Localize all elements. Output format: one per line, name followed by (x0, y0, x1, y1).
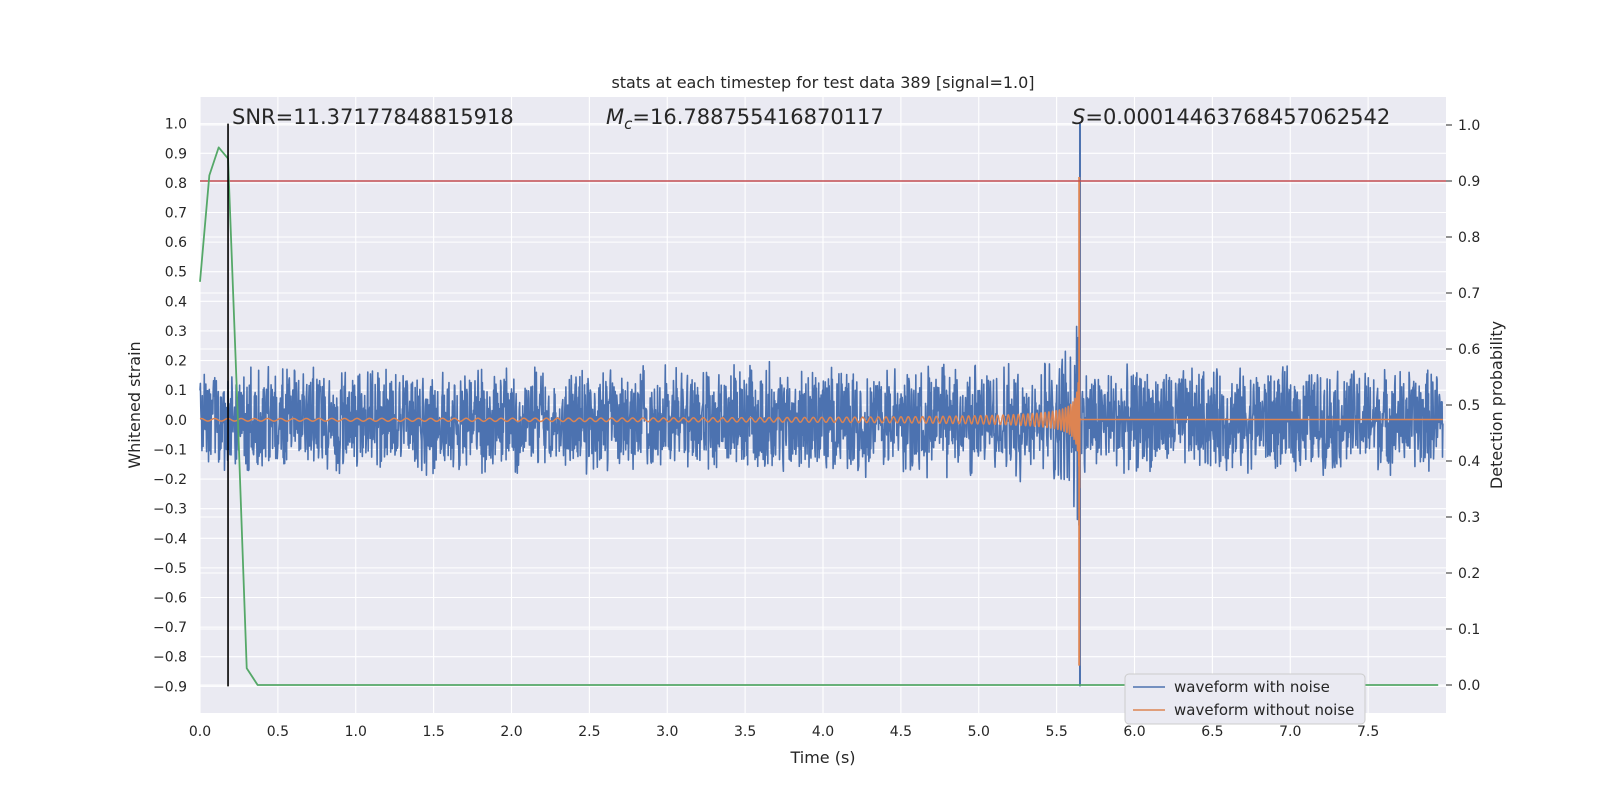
x-tick-label: 6.0 (1123, 724, 1145, 740)
axes-layer: 0.0 0.5 1.0 1.5 2.0 2.5 3.0 3.5 4.0 4.5 5.0 5.5 6.0 6… (153, 117, 1480, 740)
s-annotation: S=0.00014463768457062542 (1072, 105, 1390, 129)
x-tick-label: 5.0 (968, 724, 990, 740)
chirp-mass-value: =16.788755416870117 (632, 105, 883, 129)
x-tick-label: 7.5 (1357, 724, 1379, 740)
legend-box (1124, 673, 1366, 725)
y-tick-label-left: −0.4 (153, 531, 187, 547)
detection-probability-line (199, 146, 1439, 686)
x-tick-label: 4.0 (812, 724, 834, 740)
y-tick-label-left: −0.2 (153, 472, 187, 488)
legend-label-clean: waveform without noise (1174, 701, 1354, 719)
y-tick-label-right: 0.8 (1458, 230, 1480, 246)
chart-title: stats at each timestep for test data 389… (611, 73, 1034, 92)
x-axis-label: Time (s) (789, 748, 855, 767)
snr-annotation: SNR=11.37177848815918 (232, 105, 514, 129)
y-tick-label-left: 0.4 (165, 294, 187, 310)
y-tick-label-left: 0.3 (165, 324, 187, 340)
chirp-mass-annotation: Mc=16.788755416870117 (606, 105, 884, 133)
y-tick-label-left: 0.6 (165, 235, 187, 251)
y-tick-label-left: 0.9 (165, 146, 187, 162)
y-tick-label-left: 0.2 (165, 354, 187, 370)
y-tick-label-left: −0.6 (153, 591, 187, 607)
x-tick-label: 3.0 (656, 724, 678, 740)
y-tick-label-right: 0.1 (1458, 622, 1480, 638)
y-tick-label-left: 0.8 (165, 176, 187, 192)
x-tick-label: 5.5 (1045, 724, 1067, 740)
x-tick-label: 0.0 (189, 724, 211, 740)
y-tick-label-right: 0.4 (1458, 454, 1480, 470)
y-tick-label-left: 0.7 (165, 206, 187, 222)
x-tick-label: 1.5 (422, 724, 444, 740)
y-tick-label-right: 0.6 (1458, 342, 1480, 358)
y-tick-label-right: 1.0 (1458, 118, 1480, 134)
s-symbol: S (1072, 105, 1085, 129)
y-axis-label-right: Detection probability (1487, 321, 1506, 489)
y-tick-label-left: 0.5 (165, 265, 187, 281)
s-value: =0.00014463768457062542 (1085, 105, 1390, 129)
y-tick-label-left: −0.1 (153, 442, 187, 458)
y-tick-label-left: −0.5 (153, 561, 187, 577)
y-tick-label-right: 0.3 (1458, 510, 1480, 526)
y-tick-label-right: 0.7 (1458, 286, 1480, 302)
x-tick-label: 1.0 (345, 724, 367, 740)
overlay-layer (199, 123, 1446, 687)
y-tick-label-right: 0.0 (1458, 678, 1480, 694)
y-tick-label-right: 0.9 (1458, 174, 1480, 190)
y-tick-label-left: −0.9 (153, 679, 187, 695)
y-tick-label-left: −0.8 (153, 650, 187, 666)
legend: waveform with noise waveform without noi… (1124, 673, 1366, 725)
x-tick-label: 2.5 (578, 724, 600, 740)
x-tick-label: 6.5 (1201, 724, 1223, 740)
y-tick-label-right: 0.5 (1458, 398, 1480, 414)
x-tick-label: 2.0 (500, 724, 522, 740)
x-tick-label: 3.5 (734, 724, 756, 740)
y-axis-label-left: Whitened strain (125, 341, 144, 468)
x-tick-label: 7.0 (1279, 724, 1301, 740)
y-tick-label-left: 0.1 (165, 383, 187, 399)
chirp-mass-subscript: c (624, 115, 633, 133)
y-tick-label-right: 0.2 (1458, 566, 1480, 582)
noisy-waveform-line (199, 300, 1444, 571)
x-tick-label: 0.5 (267, 724, 289, 740)
legend-label-noisy: waveform with noise (1174, 678, 1330, 696)
y-tick-label-left: 0.0 (165, 413, 187, 429)
chirp-mass-symbol: M (606, 105, 624, 129)
y-tick-label-left: 1.0 (165, 117, 187, 133)
x-tick-label: 4.5 (890, 724, 912, 740)
y-tick-label-left: −0.7 (153, 620, 187, 636)
clean-waveform-layer (199, 176, 1444, 666)
y-tick-label-left: −0.3 (153, 502, 187, 518)
clean-waveform-line (199, 357, 1444, 489)
